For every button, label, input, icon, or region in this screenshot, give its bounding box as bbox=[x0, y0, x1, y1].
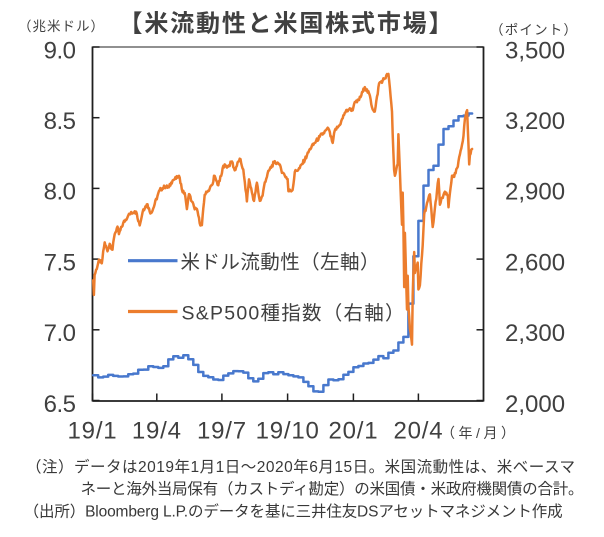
svg-text:米ドル流動性（左軸）: 米ドル流動性（左軸） bbox=[181, 252, 380, 274]
svg-text:（年/月）: （年/月） bbox=[441, 425, 515, 441]
svg-text:8.0: 8.0 bbox=[44, 179, 76, 206]
svg-text:（兆米ドル）: （兆米ドル） bbox=[18, 19, 104, 34]
svg-text:2,900: 2,900 bbox=[505, 179, 565, 206]
svg-text:19/1: 19/1 bbox=[68, 418, 118, 445]
svg-text:19/10: 19/10 bbox=[256, 418, 320, 445]
svg-text:（ポイント）: （ポイント） bbox=[490, 23, 577, 38]
svg-text:2,600: 2,600 bbox=[505, 249, 565, 276]
svg-text:19/7: 19/7 bbox=[197, 418, 247, 445]
svg-text:3,200: 3,200 bbox=[505, 108, 565, 135]
svg-text:2,300: 2,300 bbox=[505, 320, 565, 347]
svg-text:（注）データは2019年1月1日～2020年6月15日。米国: （注）データは2019年1月1日～2020年6月15日。米国流動性は、米ベースマ bbox=[26, 457, 575, 476]
svg-text:3,500: 3,500 bbox=[505, 37, 565, 64]
svg-text:19/4: 19/4 bbox=[132, 418, 182, 445]
svg-text:【米流動性と米国株式市場】: 【米流動性と米国株式市場】 bbox=[119, 11, 453, 38]
svg-text:2,000: 2,000 bbox=[505, 391, 565, 418]
svg-text:S&P500種指数（右軸）: S&P500種指数（右軸） bbox=[182, 303, 405, 325]
svg-text:20/4: 20/4 bbox=[393, 418, 443, 445]
svg-text:7.0: 7.0 bbox=[44, 320, 76, 347]
svg-text:7.5: 7.5 bbox=[44, 249, 76, 276]
svg-text:6.5: 6.5 bbox=[44, 391, 76, 418]
svg-text:（出所）Bloomberg L.P.のデータを基に三井住友D: （出所）Bloomberg L.P.のデータを基に三井住友DSアセットマネジメン… bbox=[24, 502, 563, 521]
svg-text:20/1: 20/1 bbox=[328, 418, 378, 445]
svg-text:ネーと海外当局保有（カストディ勘定）の米国債・米政府機関債の: ネーと海外当局保有（カストディ勘定）の米国債・米政府機関債の合計。 bbox=[81, 479, 584, 498]
svg-text:8.5: 8.5 bbox=[44, 108, 76, 135]
svg-text:9.0: 9.0 bbox=[44, 37, 76, 64]
